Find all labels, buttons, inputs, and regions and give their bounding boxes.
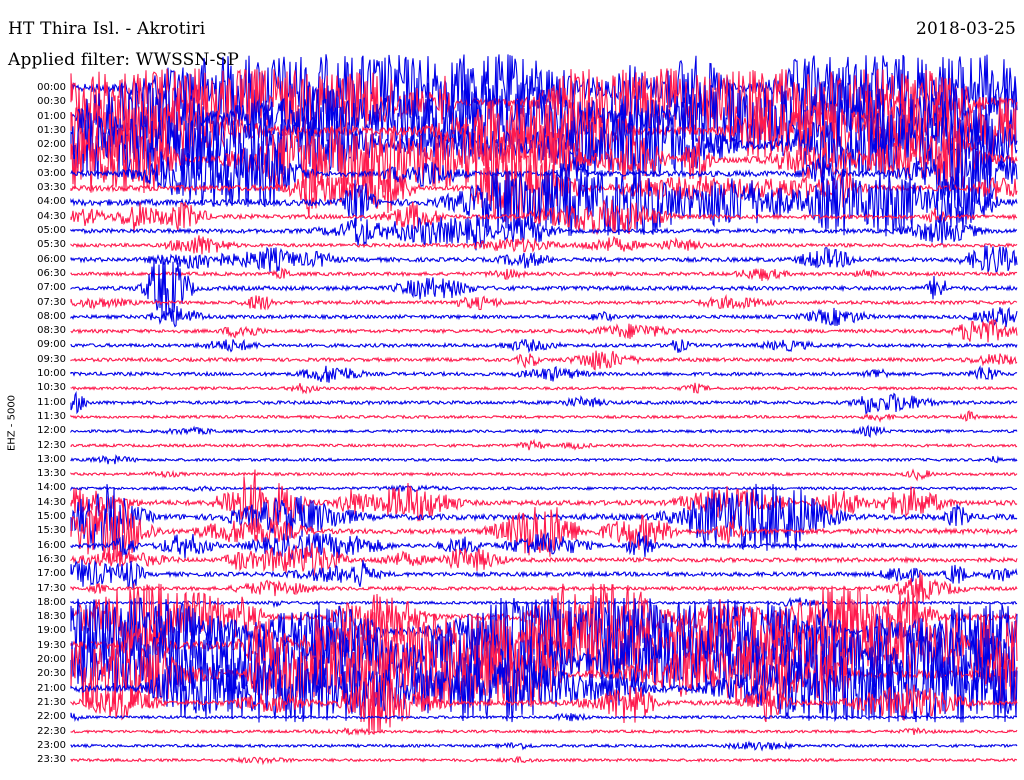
trace-line [70,267,1018,282]
time-tick-label: 12:00 [37,425,66,437]
trace-line [70,365,1018,383]
time-tick-label: 23:30 [37,754,66,766]
trace-line [70,141,1018,209]
trace-line [70,338,1018,354]
time-tick-label: 10:00 [37,368,66,379]
trace-line [70,531,1018,560]
time-tick-label: 19:30 [37,639,66,651]
time-tick-label: 22:30 [37,725,66,737]
filter-label: Applied filter: WWSSN-SP [8,50,240,70]
trace-line [70,215,1018,251]
time-tick-label: 21:30 [37,696,66,708]
trace-line [70,498,1018,563]
time-tick-label: 04:30 [37,210,66,222]
time-tick-label: 05:30 [37,239,66,251]
time-tick-label: 15:30 [37,525,66,537]
time-tick-label: 03:30 [37,182,66,194]
time-tick-label: 00:30 [37,96,66,108]
trace-line [70,382,1018,395]
trace-line [70,469,1018,534]
time-tick-label: 20:30 [37,668,66,680]
trace-line [70,727,1018,736]
trace-line [70,640,1018,709]
time-tick-label: 01:00 [37,110,66,122]
time-tick-label: 14:00 [37,482,66,494]
trace-line [70,755,1018,766]
time-tick-label: 08:00 [37,310,66,322]
trace-line [70,454,1018,465]
trace-line [70,82,1018,151]
time-tick-label: 00:00 [37,82,66,93]
trace-line [70,125,1018,195]
time-tick-label: 21:00 [37,682,66,694]
time-tick-label: 13:00 [37,453,66,465]
time-tick-label: 15:00 [37,511,66,522]
trace-line [70,410,1018,423]
time-tick-label: 18:00 [37,596,66,608]
trace-line [70,559,1018,589]
trace-line [70,319,1018,343]
time-tick-label: 07:00 [37,282,66,294]
time-tick-label: 08:30 [37,325,66,337]
time-tick-label: 11:30 [37,410,66,422]
record-date: 2018-03-25 [915,19,1016,39]
trace-line [70,654,1018,723]
time-tick-label: 09:00 [37,339,66,351]
time-tick-label: 16:00 [37,539,66,551]
time-tick-label: 05:00 [37,225,66,236]
trace-line [70,484,1018,493]
trace-line [70,712,1018,723]
time-tick-label: 20:00 [37,654,66,665]
trace-line [70,572,1018,604]
time-tick-label: 17:00 [37,568,66,580]
trace-line [70,468,1018,482]
trace-line [70,740,1018,752]
time-tick-label: 11:00 [37,396,66,408]
trace-line [70,596,1018,609]
time-tick-label: 22:00 [37,711,66,723]
trace-line [70,424,1018,439]
trace-line [70,677,1018,736]
trace-line [70,245,1018,273]
trace-line [70,305,1018,328]
time-tick-label: 23:00 [37,739,66,751]
trace-line [70,293,1018,311]
trace-line [70,542,1018,576]
trace-line [70,235,1018,255]
time-tick-label: 04:00 [37,196,66,208]
time-tick-label: 12:30 [37,439,66,451]
trace-line [70,390,1018,415]
time-tick-label: 01:30 [37,124,66,136]
time-tick-label: 09:30 [37,353,66,365]
time-tick-label: 16:30 [37,553,66,565]
time-tick-label: 02:00 [37,139,66,151]
trace-line [70,168,1018,237]
trace-line [70,483,1018,551]
time-tick-label: 03:00 [37,167,66,179]
trace-line [70,256,1018,322]
time-tick-label: 06:30 [37,267,66,279]
time-tick-label: 02:30 [37,153,66,165]
trace-line [70,350,1018,371]
time-tick-label: 10:30 [37,382,66,394]
time-tick-label: 19:00 [37,625,66,637]
station-title: HT Thira Isl. - Akrotiri [8,19,206,39]
time-tick-label: 07:30 [37,296,66,308]
time-tick-label: 17:30 [37,582,66,594]
trace-line [70,438,1018,451]
time-tick-label: 18:30 [37,611,66,623]
time-tick-label: 06:00 [37,253,66,265]
time-tick-label: 13:30 [37,468,66,480]
time-tick-label: 14:30 [37,496,66,508]
trace-line [70,199,1018,236]
